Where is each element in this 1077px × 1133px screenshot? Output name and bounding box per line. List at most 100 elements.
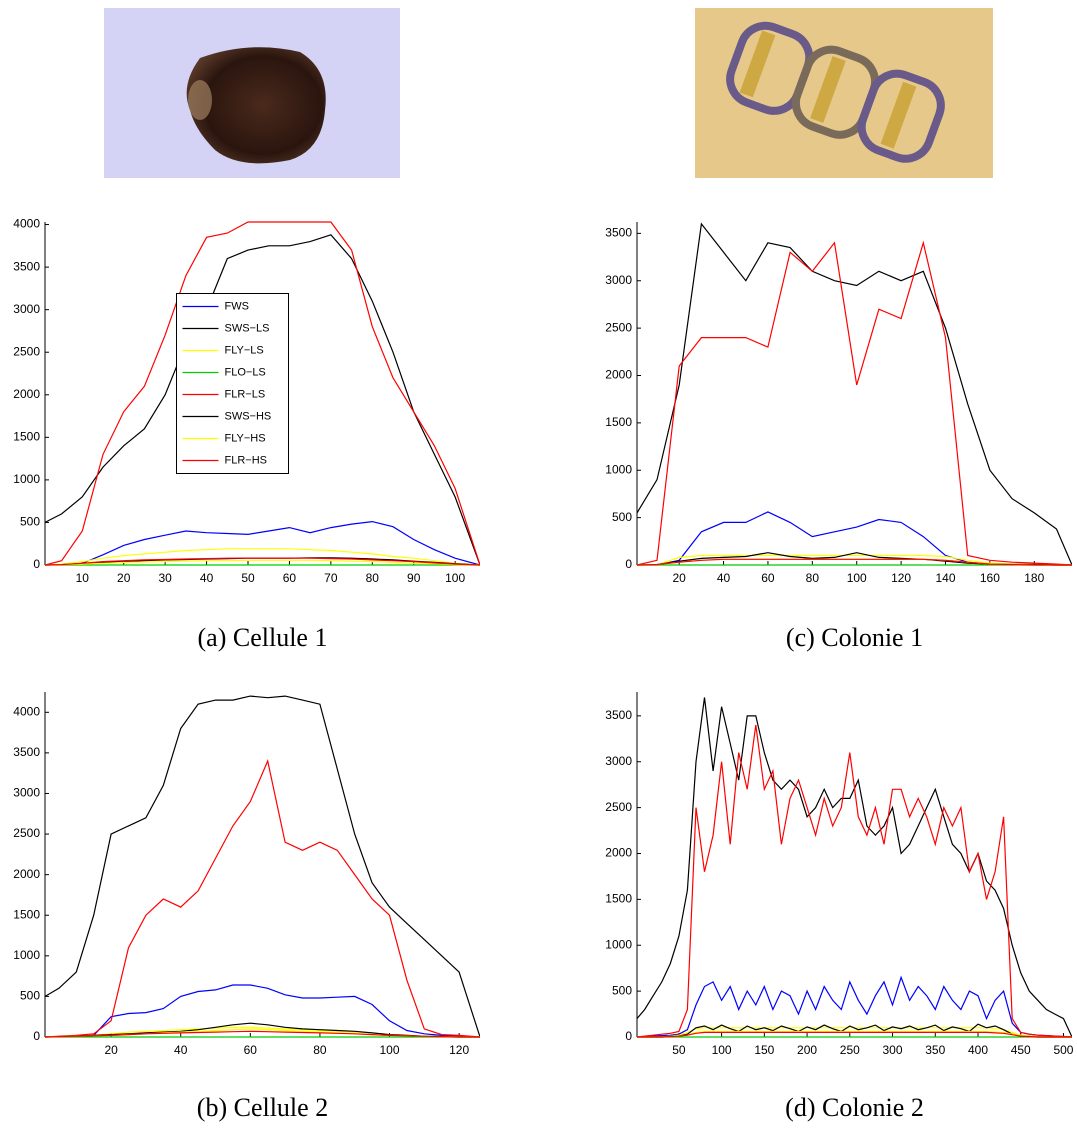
x-tick-label: 100 [380, 1043, 400, 1057]
series-line [45, 559, 480, 566]
y-tick-label: 2000 [13, 867, 40, 881]
x-tick-label: 80 [806, 571, 820, 585]
photo-colony [695, 8, 993, 178]
series-line [45, 759, 480, 1038]
x-tick-label: 120 [891, 571, 911, 585]
x-tick-label: 60 [283, 571, 297, 585]
x-tick-label: 300 [883, 1043, 903, 1057]
y-tick-label: 2500 [13, 826, 40, 840]
legend-label: FLO−LS [225, 366, 266, 378]
series-line [637, 1030, 1072, 1038]
series-line [637, 511, 1072, 566]
x-tick-label: 10 [76, 571, 90, 585]
x-tick-label: 350 [925, 1043, 945, 1057]
y-tick-label: 4000 [13, 217, 40, 231]
x-tick-label: 140 [935, 571, 955, 585]
y-tick-label: 500 [612, 510, 632, 524]
x-tick-label: 500 [1053, 1043, 1073, 1057]
legend-box [176, 293, 289, 474]
x-tick-label: 40 [200, 571, 214, 585]
y-tick-label: 3500 [13, 745, 40, 759]
x-tick-label: 400 [968, 1043, 988, 1057]
legend-label: FLY−HS [225, 432, 266, 444]
y-tick-label: 500 [612, 983, 632, 997]
y-tick-label: 1000 [605, 937, 632, 951]
x-tick-label: 80 [313, 1043, 327, 1057]
y-tick-label: 1500 [605, 415, 632, 429]
series-line [637, 1031, 1072, 1038]
y-tick-label: 1000 [13, 948, 40, 962]
legend-label: FWS [225, 300, 249, 312]
series-line [637, 1023, 1072, 1038]
legend-label: FLR−HS [225, 454, 268, 466]
y-tick-label: 4000 [13, 704, 40, 718]
legend-label: SWS−LS [225, 322, 270, 334]
caption: (a) Cellule 1 [198, 623, 328, 652]
x-tick-label: 20 [672, 571, 686, 585]
y-tick-label: 3000 [605, 754, 632, 768]
x-tick-label: 250 [840, 1043, 860, 1057]
legend-label: FLY−LS [225, 344, 264, 356]
caption: (b) Cellule 2 [197, 1093, 328, 1122]
x-tick-label: 120 [449, 1043, 469, 1057]
y-tick-label: 2000 [13, 387, 40, 401]
y-tick-label: 3500 [605, 708, 632, 722]
y-tick-label: 2000 [605, 846, 632, 860]
y-tick-label: 500 [20, 989, 40, 1003]
y-tick-label: 3000 [13, 302, 40, 316]
y-tick-label: 3000 [605, 273, 632, 287]
y-tick-label: 0 [625, 1029, 632, 1043]
x-tick-label: 100 [712, 1043, 732, 1057]
x-tick-label: 60 [244, 1043, 258, 1057]
x-tick-label: 60 [761, 571, 775, 585]
chart: 0 500 1000 1500 2000 2500 3000 3500 4000 20 40 60 80… [13, 692, 480, 1122]
x-tick-label: 450 [1011, 1043, 1031, 1057]
y-tick-label: 0 [625, 557, 632, 571]
legend-label: FLR−LS [225, 388, 266, 400]
series-line [637, 697, 1072, 1038]
series-line [637, 222, 1072, 566]
series-line [637, 975, 1072, 1038]
series-line [45, 1030, 480, 1038]
caption: (c) Colonie 1 [786, 623, 923, 652]
x-tick-label: 30 [158, 571, 172, 585]
x-tick-label: 180 [1024, 571, 1044, 585]
y-tick-label: 0 [33, 557, 40, 571]
y-tick-label: 1000 [13, 472, 40, 486]
x-tick-label: 200 [797, 1043, 817, 1057]
x-tick-label: 160 [980, 571, 1000, 585]
y-tick-label: 3500 [13, 259, 40, 273]
x-tick-label: 90 [407, 571, 421, 585]
legend-label: SWS−HS [225, 410, 272, 422]
x-tick-label: 50 [672, 1043, 686, 1057]
x-tick-label: 70 [324, 571, 338, 585]
y-tick-label: 1500 [13, 430, 40, 444]
y-tick-label: 1500 [605, 892, 632, 906]
caption: (d) Colonie 2 [785, 1093, 924, 1122]
x-tick-label: 20 [117, 571, 131, 585]
x-tick-label: 40 [174, 1043, 188, 1057]
x-tick-label: 100 [445, 571, 465, 585]
chart: 0 500 1000 1500 2000 2500 3000 3500 50 100 150 200 2… [605, 692, 1074, 1122]
series-line [45, 234, 480, 566]
series-line [637, 724, 1072, 1038]
y-tick-label: 2500 [13, 344, 40, 358]
chart: 0 500 1000 1500 2000 2500 3000 3500 20 40 60 80 100 1… [605, 222, 1072, 652]
x-tick-label: 40 [717, 571, 731, 585]
y-tick-label: 1500 [13, 907, 40, 921]
series-line [45, 695, 480, 1038]
photo-cell [104, 8, 400, 178]
y-tick-label: 0 [33, 1029, 40, 1043]
y-tick-label: 1000 [605, 462, 632, 476]
y-tick-label: 3000 [13, 786, 40, 800]
x-tick-label: 150 [754, 1043, 774, 1057]
y-tick-label: 2500 [605, 800, 632, 814]
series-line [45, 221, 480, 566]
x-tick-label: 50 [241, 571, 255, 585]
x-tick-label: 100 [847, 571, 867, 585]
series-line [45, 520, 480, 566]
y-tick-label: 3500 [605, 226, 632, 240]
x-tick-label: 20 [104, 1043, 118, 1057]
x-tick-label: 80 [366, 571, 380, 585]
